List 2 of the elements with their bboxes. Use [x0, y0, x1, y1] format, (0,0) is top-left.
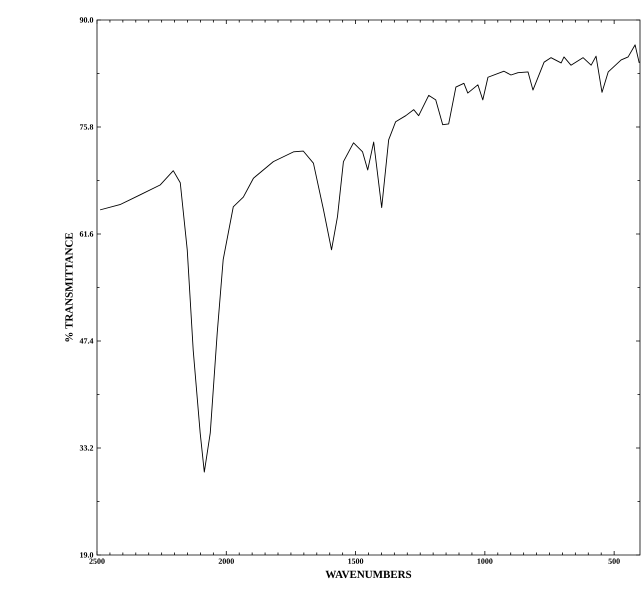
x-axis-title: WAVENUMBERS	[326, 570, 412, 578]
y-axis-title: % TRANSMITTANCE	[65, 232, 73, 342]
